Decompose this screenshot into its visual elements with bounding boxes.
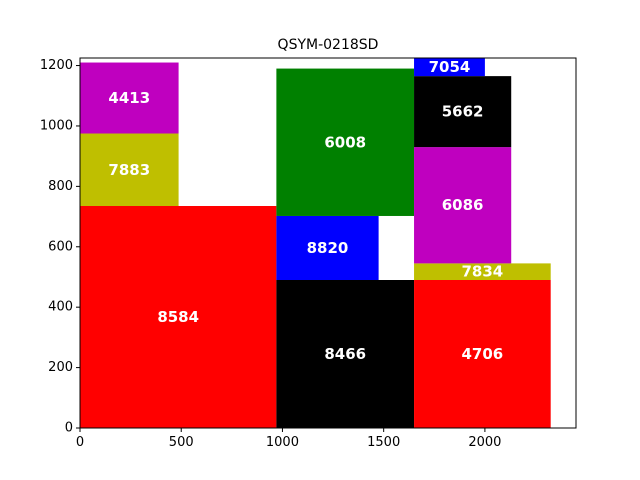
y-tick-label: 200 xyxy=(48,360,73,375)
y-tick-label: 1000 xyxy=(40,118,73,133)
treemap-label-4706: 4706 xyxy=(461,345,503,363)
treemap-label-8466: 8466 xyxy=(324,345,366,363)
x-tick-label: 500 xyxy=(169,435,194,450)
treemap-label-6008: 6008 xyxy=(324,133,366,151)
treemap-label-7883: 7883 xyxy=(108,161,150,179)
x-tick-label: 2000 xyxy=(468,435,501,450)
x-axis: 0 500 1000 1500 2000 xyxy=(76,428,502,450)
x-tick-label: 0 xyxy=(76,435,84,450)
x-tick-label: 1500 xyxy=(367,435,400,450)
x-tick-label: 1000 xyxy=(266,435,299,450)
y-tick-label: 600 xyxy=(48,239,73,254)
y-tick-label: 0 xyxy=(65,421,73,436)
treemap-label-6086: 6086 xyxy=(442,196,484,214)
y-tick-label: 1200 xyxy=(40,58,73,73)
y-tick-label: 800 xyxy=(48,179,73,194)
treemap-label-8584: 8584 xyxy=(157,308,199,326)
treemap-label-7054: 7054 xyxy=(429,58,471,76)
chart-title: QSYM-0218SD xyxy=(278,37,379,53)
y-axis: 0 200 400 600 800 1000 1200 xyxy=(40,58,80,435)
treemap-label-8820: 8820 xyxy=(307,239,349,257)
treemap-label-5662: 5662 xyxy=(442,103,484,121)
treemap-label-7834: 7834 xyxy=(461,263,503,281)
treemap-label-4413: 4413 xyxy=(108,89,150,107)
y-tick-label: 400 xyxy=(48,300,73,315)
